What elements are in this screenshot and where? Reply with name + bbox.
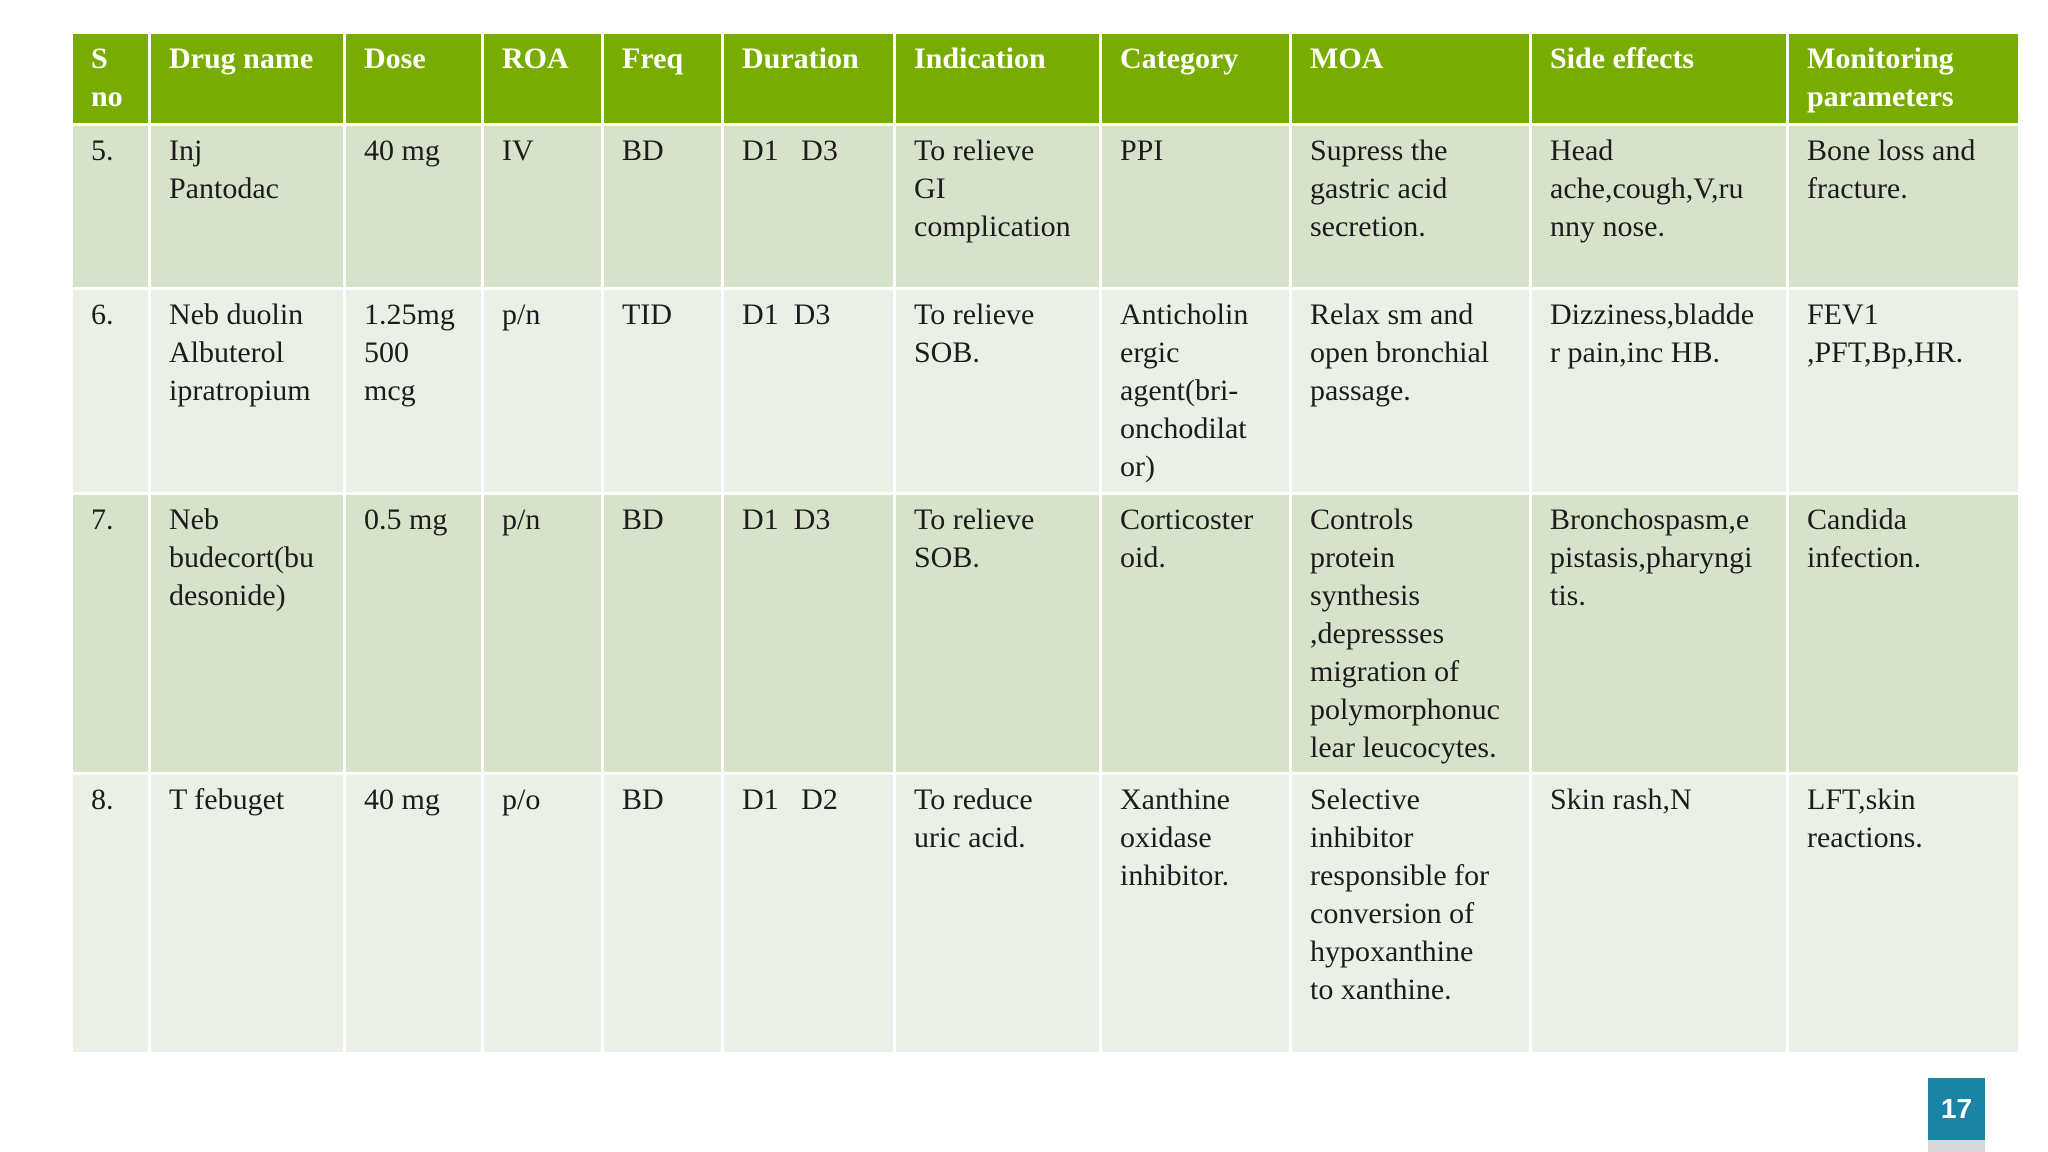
table-row: 7. Neb budecort(bu desonide) 0.5 mg p/n …	[70, 492, 2021, 775]
header-sno: S no	[70, 31, 151, 126]
cell-monitoring: Bone loss and fracture.	[1786, 123, 2021, 290]
cell-moa: Controls protein synthesis ,depressses m…	[1289, 492, 1532, 775]
cell-category: Anticholin ergic agent(bri- onchodilat o…	[1099, 287, 1292, 495]
page-number-badge: 17	[1928, 1078, 1985, 1140]
table-row: 8. T febuget 40 mg p/o BD D1 D2 To reduc…	[70, 772, 2021, 1055]
cell-drug-name: T febuget	[148, 772, 346, 1055]
cell-monitoring: Candida infection.	[1786, 492, 2021, 775]
cell-sno: 7.	[70, 492, 151, 775]
header-duration: Duration	[721, 31, 896, 126]
header-moa: MOA	[1289, 31, 1532, 126]
cell-roa: p/n	[481, 287, 604, 495]
cell-dose: 40 mg	[343, 772, 484, 1055]
cell-side-effects: Head ache,cough,V,ru nny nose.	[1529, 123, 1789, 290]
cell-dose: 0.5 mg	[343, 492, 484, 775]
cell-freq: BD	[601, 772, 724, 1055]
cell-dose: 1.25mg 500 mcg	[343, 287, 484, 495]
cell-drug-name: Neb budecort(bu desonide)	[148, 492, 346, 775]
cell-duration: D1 D3	[721, 123, 896, 290]
cell-indication: To reduce uric acid.	[893, 772, 1102, 1055]
cell-moa: Relax sm and open bronchial passage.	[1289, 287, 1532, 495]
cell-sno: 6.	[70, 287, 151, 495]
cell-duration: D1 D3	[721, 287, 896, 495]
cell-roa: IV	[481, 123, 604, 290]
cell-indication: To relieve SOB.	[893, 287, 1102, 495]
table-row: 5. Inj Pantodac 40 mg IV BD D1 D3 To rel…	[70, 123, 2021, 290]
header-side-effects: Side effects	[1529, 31, 1789, 126]
header-category: Category	[1099, 31, 1292, 126]
cell-duration: D1 D3	[721, 492, 896, 775]
cell-indication: To relieve SOB.	[893, 492, 1102, 775]
header-freq: Freq	[601, 31, 724, 126]
cell-side-effects: Dizziness,bladde r pain,inc HB.	[1529, 287, 1789, 495]
header-dose: Dose	[343, 31, 484, 126]
cell-side-effects: Bronchospasm,e pistasis,pharyngi tis.	[1529, 492, 1789, 775]
header-indication: Indication	[893, 31, 1102, 126]
cell-drug-name: Neb duolin Albuterol ipratropium	[148, 287, 346, 495]
header-row: S no Drug name Dose ROA Freq Duration In…	[70, 31, 2021, 126]
cell-freq: TID	[601, 287, 724, 495]
cell-category: Corticoster oid.	[1099, 492, 1292, 775]
cell-dose: 40 mg	[343, 123, 484, 290]
cell-category: PPI	[1099, 123, 1292, 290]
cell-freq: BD	[601, 492, 724, 775]
cell-moa: Supress the gastric acid secretion.	[1289, 123, 1532, 290]
drug-table: S no Drug name Dose ROA Freq Duration In…	[70, 31, 2021, 1055]
cell-duration: D1 D2	[721, 772, 896, 1055]
header-monitoring: Monitoring parameters	[1786, 31, 2021, 126]
cell-roa: p/o	[481, 772, 604, 1055]
cell-drug-name: Inj Pantodac	[148, 123, 346, 290]
cell-monitoring: LFT,skin reactions.	[1786, 772, 2021, 1055]
header-roa: ROA	[481, 31, 604, 126]
cell-category: Xanthine oxidase inhibitor.	[1099, 772, 1292, 1055]
cell-sno: 5.	[70, 123, 151, 290]
cell-indication: To relieve GI complication	[893, 123, 1102, 290]
cell-side-effects: Skin rash,N	[1529, 772, 1789, 1055]
table-row: 6. Neb duolin Albuterol ipratropium 1.25…	[70, 287, 2021, 495]
cell-monitoring: FEV1 ,PFT,Bp,HR.	[1786, 287, 2021, 495]
cell-roa: p/n	[481, 492, 604, 775]
header-drug-name: Drug name	[148, 31, 346, 126]
cell-moa: Selective inhibitor responsible for conv…	[1289, 772, 1532, 1055]
page-badge-shadow	[1928, 1140, 1985, 1152]
cell-freq: BD	[601, 123, 724, 290]
cell-sno: 8.	[70, 772, 151, 1055]
